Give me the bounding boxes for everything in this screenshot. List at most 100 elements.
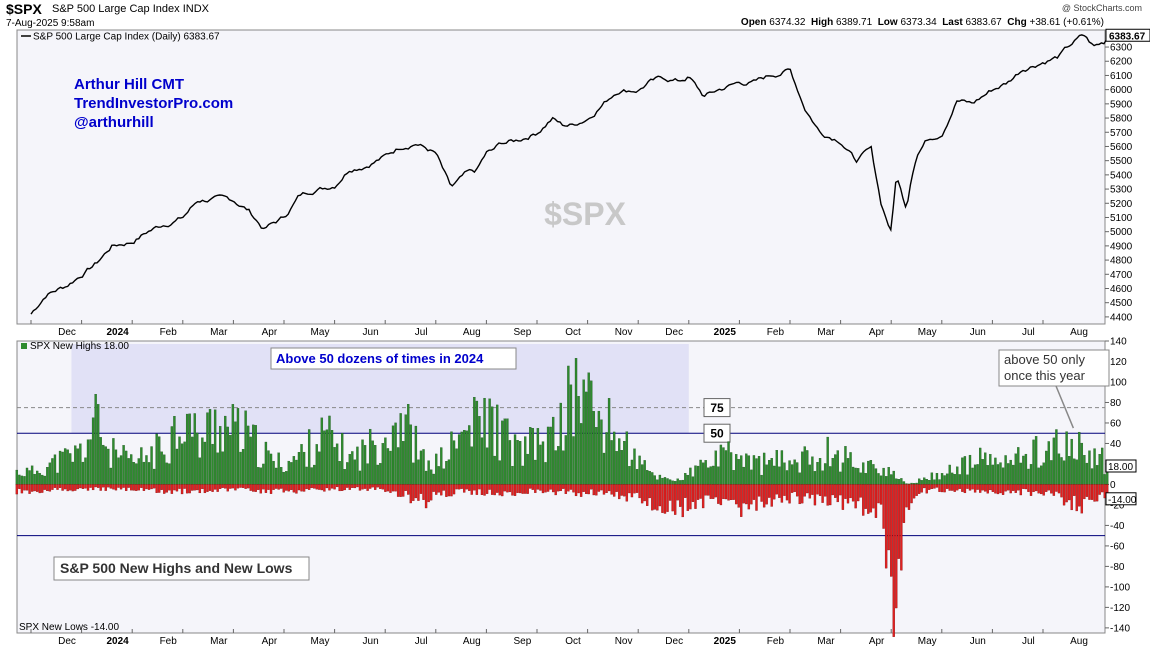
- new-lows-bar: [132, 484, 135, 491]
- new-lows-bar: [666, 484, 669, 512]
- new-lows-bar: [551, 484, 555, 493]
- new-highs-bar: [958, 474, 962, 485]
- new-lows-bar: [839, 484, 842, 496]
- new-highs-bar: [890, 474, 893, 485]
- new-lows-bar: [673, 484, 677, 515]
- new-highs-bar: [757, 456, 761, 485]
- new-lows-bar: [333, 484, 336, 490]
- new-lows-bar: [506, 484, 509, 493]
- new-lows-bar: [414, 484, 418, 499]
- new-lows-bar: [770, 484, 773, 507]
- new-highs-bar: [823, 463, 827, 485]
- price-x-tick-label: Mar: [817, 327, 835, 338]
- new-highs-bar: [574, 358, 578, 485]
- new-lows-bar: [1090, 484, 1094, 500]
- new-highs-bar: [775, 450, 778, 485]
- new-highs-bar: [473, 397, 476, 485]
- new-lows-bar: [300, 484, 303, 492]
- new-lows-bar: [544, 484, 547, 493]
- new-highs-bar: [948, 464, 951, 485]
- new-lows-bar: [427, 484, 430, 503]
- new-lows-bar: [930, 484, 934, 490]
- new-highs-bar: [376, 464, 379, 485]
- new-highs-bar: [1045, 450, 1048, 485]
- new-highs-bar: [762, 452, 766, 485]
- callout-pointer: [1055, 385, 1075, 429]
- new-highs-bar: [912, 483, 916, 485]
- new-lows-bar: [661, 484, 664, 513]
- new-lows-bar: [694, 484, 697, 509]
- new-highs-bar: [1090, 468, 1094, 485]
- new-highs-bar: [165, 462, 168, 485]
- new-highs-bar: [857, 468, 860, 485]
- new-lows-bar: [1073, 484, 1076, 496]
- new-highs-bar: [755, 458, 758, 485]
- new-highs-bar: [546, 426, 550, 485]
- new-lows-bar: [346, 484, 349, 488]
- new-lows-bar: [900, 484, 903, 571]
- new-highs-bar: [557, 446, 560, 485]
- new-highs-bar: [386, 448, 390, 485]
- new-highs-bar: [737, 459, 740, 485]
- new-highs-bar: [1070, 438, 1073, 485]
- new-lows-bar: [999, 484, 1002, 494]
- new-highs-bar: [811, 456, 814, 485]
- new-highs-bar: [343, 469, 346, 485]
- new-lows-bar: [910, 484, 913, 504]
- new-highs-bar: [457, 434, 461, 485]
- new-highs-legend-swatch: [21, 343, 27, 349]
- new-lows-bar: [282, 484, 285, 493]
- new-lows-bar: [198, 484, 202, 494]
- new-highs-bar: [529, 427, 532, 485]
- new-highs-bar: [1042, 462, 1045, 485]
- new-highs-bar: [414, 425, 418, 485]
- price-axis-tick-label: 5500: [1110, 156, 1133, 167]
- new-lows-bar: [287, 484, 290, 492]
- new-lows-bar: [28, 484, 31, 494]
- new-lows-bar: [935, 484, 939, 488]
- new-highs-bar: [407, 403, 410, 485]
- new-lows-bar: [61, 484, 64, 491]
- new-lows-bar: [315, 484, 318, 490]
- new-lows-bar: [849, 484, 852, 499]
- new-highs-bar: [973, 464, 977, 485]
- price-axis-tick-label: 6300: [1110, 43, 1133, 54]
- new-lows-bar: [262, 484, 265, 490]
- new-highs-bar: [201, 437, 204, 485]
- new-highs-bar: [137, 458, 141, 485]
- new-highs-bar: [409, 424, 412, 485]
- new-highs-bar: [640, 464, 644, 485]
- new-highs-bar: [551, 416, 555, 485]
- new-highs-bar: [206, 412, 209, 485]
- new-lows-bar: [150, 484, 153, 490]
- price-series-line: [30, 34, 1110, 315]
- new-lows-bar: [424, 484, 428, 509]
- new-lows-bar: [38, 484, 41, 494]
- new-lows-bar: [651, 484, 654, 511]
- new-lows-bar: [709, 484, 712, 499]
- new-lows-bar: [610, 484, 613, 495]
- author-annotation-line: TrendInvestorPro.com: [74, 95, 233, 112]
- new-lows-bar: [394, 484, 397, 492]
- new-highs-bar: [1098, 454, 1101, 485]
- new-highs-bar: [928, 480, 931, 485]
- new-lows-bar: [600, 484, 603, 491]
- new-lows-bar: [689, 484, 692, 510]
- new-highs-bar: [818, 458, 822, 485]
- reference-line-label-box: [703, 398, 731, 418]
- new-highs-bar: [511, 465, 514, 485]
- new-highs-bar: [320, 417, 324, 485]
- new-lows-bar: [862, 484, 865, 516]
- new-highs-bar: [968, 454, 972, 485]
- new-highs-bar: [813, 471, 817, 485]
- new-highs-bar: [826, 436, 829, 485]
- new-lows-bar: [618, 484, 621, 500]
- breadth-x-tick-label: Jun: [363, 636, 379, 647]
- new-lows-bar: [933, 484, 936, 489]
- new-highs-bar: [496, 404, 499, 485]
- new-lows-bar: [503, 484, 507, 492]
- new-lows-bar: [63, 484, 67, 490]
- new-lows-bar: [951, 484, 954, 491]
- new-highs-bar: [475, 400, 479, 485]
- new-lows-bar: [1022, 484, 1025, 489]
